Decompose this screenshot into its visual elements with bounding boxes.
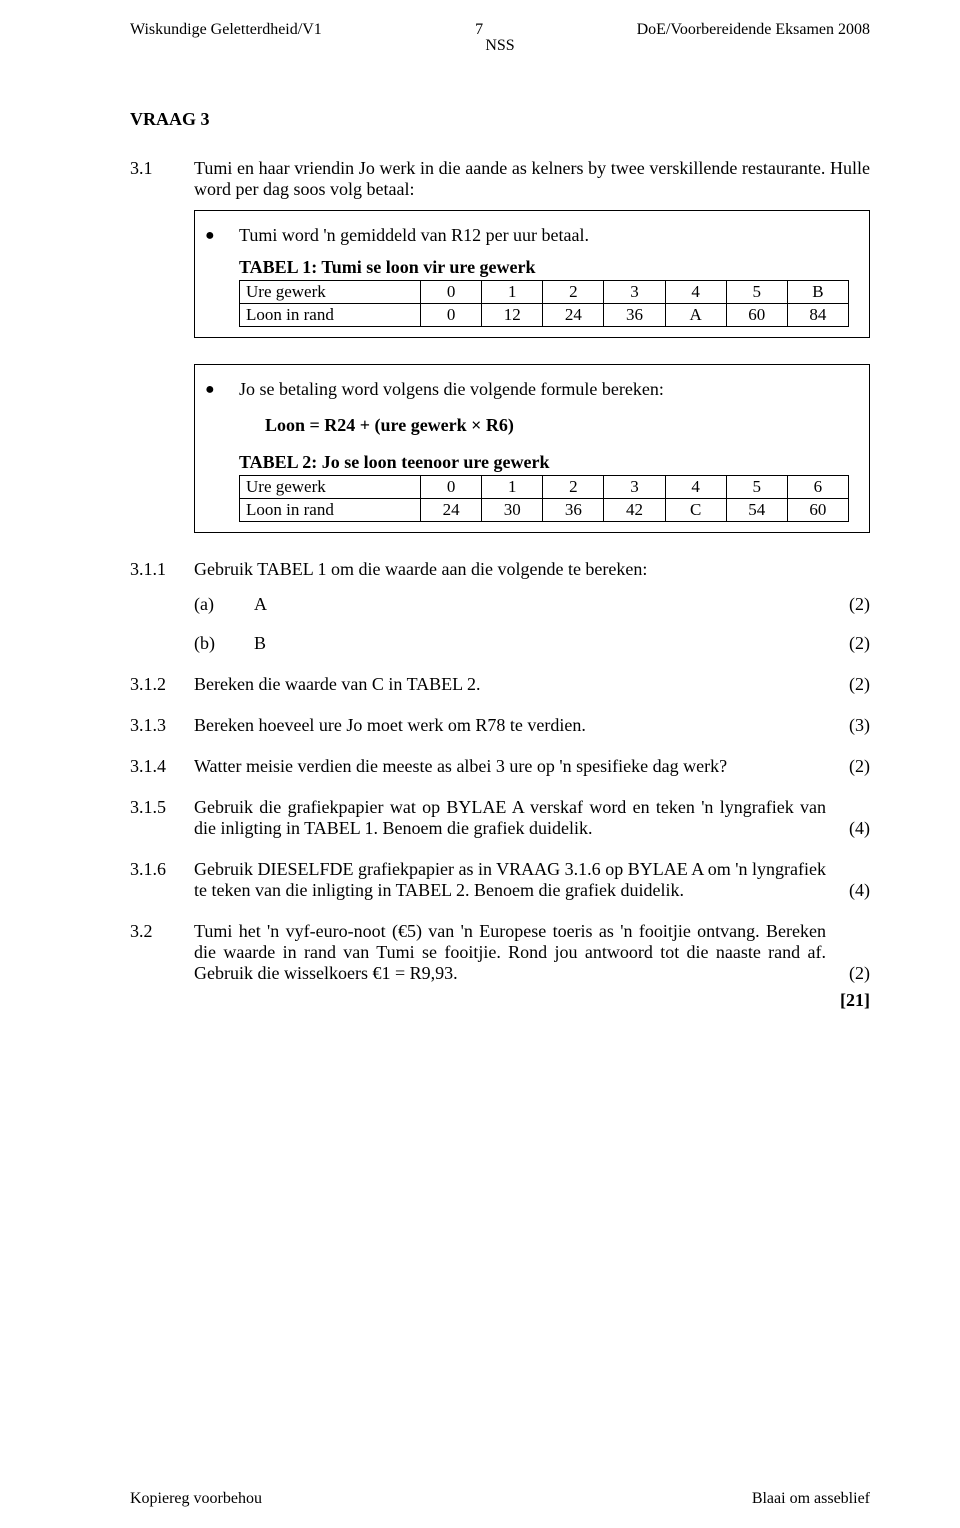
box-table-2: ● Jo se betaling word volgens die volgen… — [194, 364, 870, 533]
cell: 36 — [604, 304, 665, 327]
cell: 2 — [543, 476, 604, 499]
q-number: 3.2 — [130, 921, 194, 942]
cell: 24 — [421, 499, 482, 522]
mark: (2) — [826, 594, 870, 615]
cell: 24 — [543, 304, 604, 327]
footer-right: Blaai om asseblief — [752, 1490, 870, 1508]
table-row: Loon in rand 24 30 36 42 C 54 60 — [240, 499, 849, 522]
table-1: Ure gewerk 0 1 2 3 4 5 B Loon in rand 0 … — [239, 280, 849, 327]
table-row: Loon in rand 0 12 24 36 A 60 84 — [240, 304, 849, 327]
row-label: Loon in rand — [240, 499, 421, 522]
q-3-1-1: 3.1.1 Gebruik TABEL 1 om die waarde aan … — [130, 559, 870, 580]
cell: 4 — [665, 476, 726, 499]
mark: (2) — [826, 674, 870, 695]
sub-answer-letter: B — [254, 633, 826, 654]
bullet-text: Tumi word 'n gemiddeld van R12 per uur b… — [239, 225, 859, 246]
box-table-1: ● Tumi word 'n gemiddeld van R12 per uur… — [194, 210, 870, 338]
row-label: Ure gewerk — [240, 476, 421, 499]
cell: 0 — [421, 281, 482, 304]
total-marks: [21] — [130, 990, 870, 1011]
q-3-1-1-b: (b) B (2) — [194, 633, 870, 654]
q-3-1-4: 3.1.4 Watter meisie verdien die meeste a… — [130, 756, 870, 777]
q-3-1-5: 3.1.5 Gebruik die grafiekpapier wat op B… — [130, 797, 870, 839]
table-2-caption: TABEL 2: Jo se loon teenoor ure gewerk — [239, 452, 859, 473]
q-text: Bereken die waarde van C in TABEL 2. — [194, 674, 826, 695]
mark: (2) — [826, 963, 870, 984]
cell: 3 — [604, 281, 665, 304]
table-2: Ure gewerk 0 1 2 3 4 5 6 Loon in rand 24… — [239, 475, 849, 522]
q-number: 3.1.1 — [130, 559, 194, 580]
cell: 5 — [726, 281, 787, 304]
header-right: DoE/Voorbereidende Eksamen 2008 — [637, 20, 870, 39]
mark: (3) — [826, 715, 870, 736]
cell: 12 — [482, 304, 543, 327]
q-number: 3.1.6 — [130, 859, 194, 880]
cell: 0 — [421, 304, 482, 327]
q-3-1: 3.1 Tumi en haar vriendin Jo werk in die… — [130, 158, 870, 200]
mark: (4) — [826, 818, 870, 839]
q-number: 3.1.5 — [130, 797, 194, 818]
mark: (4) — [826, 880, 870, 901]
q-number: 3.1.3 — [130, 715, 194, 736]
page-footer: Kopiereg voorbehou Blaai om asseblief — [130, 1490, 870, 1508]
q-number: 3.1.4 — [130, 756, 194, 777]
cell: 1 — [482, 281, 543, 304]
cell: 84 — [787, 304, 848, 327]
q-text: Gebruik DIESELFDE grafiekpapier as in VR… — [194, 859, 826, 901]
sub-answer-letter: A — [254, 594, 826, 615]
footer-left: Kopiereg voorbehou — [130, 1490, 262, 1508]
question-title: VRAAG 3 — [130, 109, 870, 130]
mark: (2) — [826, 633, 870, 654]
header-page-num: 7 — [475, 20, 483, 39]
q-text: Tumi en haar vriendin Jo werk in die aan… — [194, 158, 870, 200]
sub-label: (b) — [194, 633, 254, 654]
table-row: Ure gewerk 0 1 2 3 4 5 6 — [240, 476, 849, 499]
q-text: Gebruik TABEL 1 om die waarde aan die vo… — [194, 559, 826, 580]
q-3-1-6: 3.1.6 Gebruik DIESELFDE grafiekpapier as… — [130, 859, 870, 901]
q-text: Tumi het 'n vyf-euro-noot (€5) van 'n Eu… — [194, 921, 826, 984]
cell: 54 — [726, 499, 787, 522]
cell: 30 — [482, 499, 543, 522]
bullet-icon: ● — [205, 379, 239, 401]
cell: 4 — [665, 281, 726, 304]
cell: 42 — [604, 499, 665, 522]
cell: 0 — [421, 476, 482, 499]
q-number: 3.1 — [130, 158, 194, 179]
q-text: Bereken hoeveel ure Jo moet werk om R78 … — [194, 715, 826, 736]
cell: B — [787, 281, 848, 304]
cell: C — [665, 499, 726, 522]
cell: 60 — [787, 499, 848, 522]
q-3-1-2: 3.1.2 Bereken die waarde van C in TABEL … — [130, 674, 870, 695]
cell: 2 — [543, 281, 604, 304]
formula: Loon = R24 + (ure gewerk × R6) — [265, 415, 859, 436]
sub-label: (a) — [194, 594, 254, 615]
table-row: Ure gewerk 0 1 2 3 4 5 B — [240, 281, 849, 304]
row-label: Ure gewerk — [240, 281, 421, 304]
cell: 5 — [726, 476, 787, 499]
q-3-2: 3.2 Tumi het 'n vyf-euro-noot (€5) van '… — [130, 921, 870, 984]
cell: 6 — [787, 476, 848, 499]
cell: 1 — [482, 476, 543, 499]
bullet-icon: ● — [205, 225, 239, 247]
header-left: Wiskundige Geletterdheid/V1 — [130, 20, 322, 39]
q-3-1-3: 3.1.3 Bereken hoeveel ure Jo moet werk o… — [130, 715, 870, 736]
q-number: 3.1.2 — [130, 674, 194, 695]
bullet-text: Jo se betaling word volgens die volgende… — [239, 379, 859, 400]
header-center: NSS — [130, 37, 870, 55]
exam-page: Wiskundige Geletterdheid/V1 7 DoE/Voorbe… — [0, 0, 960, 1528]
q-3-1-1-a: (a) A (2) — [194, 594, 870, 615]
q-text: Gebruik die grafiekpapier wat op BYLAE A… — [194, 797, 826, 839]
mark: (2) — [826, 756, 870, 777]
row-label: Loon in rand — [240, 304, 421, 327]
q-text: Watter meisie verdien die meeste as albe… — [194, 756, 826, 777]
cell: 36 — [543, 499, 604, 522]
cell: 60 — [726, 304, 787, 327]
table-1-caption: TABEL 1: Tumi se loon vir ure gewerk — [239, 257, 859, 278]
cell: A — [665, 304, 726, 327]
cell: 3 — [604, 476, 665, 499]
